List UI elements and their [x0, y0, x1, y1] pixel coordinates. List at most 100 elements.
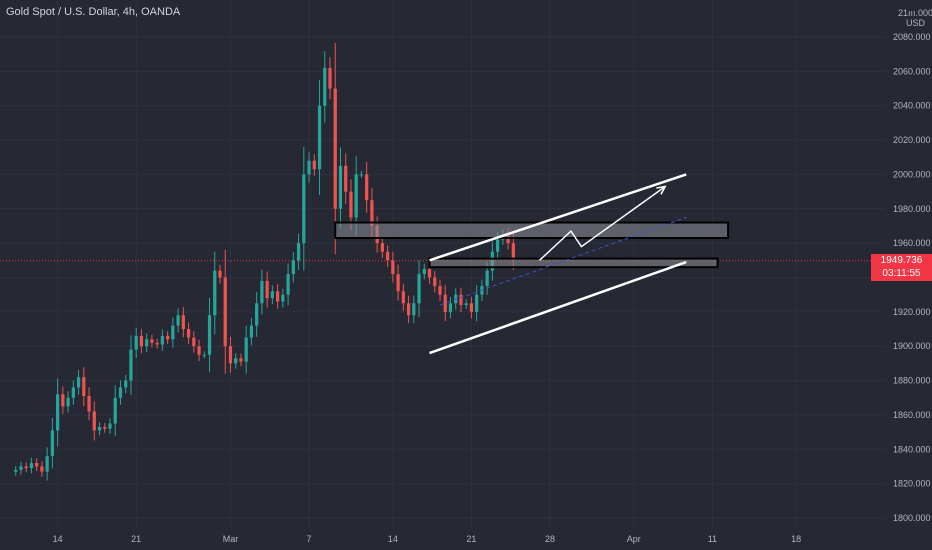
- candle-body: [19, 466, 23, 470]
- time-tick-label: 21: [131, 534, 141, 544]
- time-tick-label: Mar: [223, 534, 239, 544]
- candle-body: [475, 294, 479, 312]
- candle-body: [396, 274, 400, 292]
- currency-label: 21ııı.000 USD: [898, 8, 932, 28]
- bar-countdown: 03:11:55: [882, 268, 921, 279]
- candle-body: [244, 337, 248, 362]
- grid: [0, 0, 885, 528]
- candle-body: [76, 377, 81, 388]
- candle-body: [406, 303, 411, 316]
- candle-body: [401, 291, 405, 304]
- candle-body: [459, 294, 463, 305]
- candle-body: [433, 277, 437, 287]
- candle-body: [186, 329, 191, 338]
- candle-body: [124, 380, 128, 388]
- lower-zone: [428, 257, 719, 269]
- time-axis[interactable]: 14 21 Mar 7 14 21 28 Apr 11 18: [53, 534, 802, 544]
- candle-body: [61, 394, 65, 407]
- candle-body: [464, 303, 468, 305]
- candle-body: [359, 174, 364, 176]
- candle-body: [97, 426, 102, 431]
- candle-body: [422, 268, 426, 275]
- candle-body: [45, 456, 49, 472]
- candle-body: [495, 239, 500, 252]
- candle-body: [328, 67, 332, 89]
- channel-upper-line: [429, 173, 687, 262]
- price-tick-label: 1880.000: [893, 376, 931, 386]
- candle-body: [443, 294, 447, 312]
- candle-body: [438, 286, 442, 295]
- candle-body: [181, 315, 185, 330]
- candle-body: [234, 358, 238, 364]
- candle-body: [317, 105, 322, 170]
- candle-body: [354, 174, 358, 218]
- candle-body: [223, 277, 227, 347]
- candle-body: [270, 291, 275, 299]
- candle-body: [150, 339, 154, 343]
- candle-body: [160, 335, 165, 345]
- symbol-title[interactable]: Gold Spot / U.S. Dollar, 4h, OANDA: [6, 6, 181, 18]
- last-price-tag: 1949.736 03:11:55: [871, 254, 932, 281]
- candle-body: [129, 349, 133, 381]
- price-tick-label: 1840.000: [893, 444, 931, 454]
- price-tick-label: 2000.000: [893, 169, 931, 179]
- candle-body: [302, 174, 306, 244]
- currency-top-label: 21ııı.000: [898, 8, 932, 18]
- candle-body: [82, 377, 86, 397]
- candle-body: [249, 325, 254, 338]
- candle-body: [275, 291, 280, 302]
- price-tick-label: 1820.000: [893, 479, 931, 489]
- candle-body: [365, 174, 369, 201]
- candle-body: [202, 354, 206, 356]
- candle-body: [134, 335, 138, 350]
- candle-body: [469, 303, 474, 312]
- price-tick-label: 2020.000: [893, 135, 931, 145]
- channel-lower-line: [429, 260, 687, 355]
- dashed-trend-line: [439, 216, 687, 306]
- candle-body: [92, 411, 96, 431]
- candle-body: [291, 260, 295, 275]
- price-tick-label: 1860.000: [893, 410, 931, 420]
- candle-body: [24, 466, 28, 469]
- candle-body: [427, 268, 432, 278]
- time-tick-label: 28: [545, 534, 555, 544]
- candle-body: [344, 165, 348, 192]
- price-tick-label: 1800.000: [893, 513, 931, 523]
- candle-body: [281, 294, 285, 302]
- time-tick-label: 21: [466, 534, 476, 544]
- candle-body: [29, 463, 34, 469]
- candle-body: [113, 397, 117, 424]
- last-price-value: 1949.736: [880, 255, 923, 266]
- candle-body: [307, 160, 311, 175]
- price-tick-label: 1920.000: [893, 307, 931, 317]
- candle-body: [155, 342, 159, 345]
- time-tick-label: 11: [708, 534, 717, 544]
- candle-body: [108, 423, 112, 429]
- candle-body: [511, 243, 515, 261]
- candle-body: [380, 243, 385, 252]
- candle-body: [55, 394, 60, 431]
- projection-path: [539, 185, 666, 261]
- candle-body: [66, 397, 70, 407]
- candle-body: [197, 346, 201, 355]
- candle-body: [370, 200, 374, 226]
- price-tick-label: 1900.000: [893, 341, 931, 351]
- drawings[interactable]: [334, 173, 730, 355]
- candle-body: [145, 339, 149, 347]
- price-tick-label: 2060.000: [893, 66, 931, 76]
- candle-body: [40, 466, 44, 472]
- upper-zone: [334, 221, 730, 239]
- candle-body: [286, 274, 290, 295]
- price-tick-label: 1980.000: [893, 204, 931, 214]
- candle-body: [448, 303, 453, 312]
- candle-body: [338, 165, 343, 209]
- candle-body: [485, 270, 489, 287]
- candle-body: [103, 426, 107, 429]
- currency-unit: USD: [906, 18, 926, 28]
- price-tick-label: 1960.000: [893, 238, 931, 248]
- projection-arrowhead: [656, 185, 667, 195]
- candle-body: [296, 243, 301, 261]
- time-tick-label: 18: [791, 534, 801, 544]
- price-tick-label: 2040.000: [893, 101, 931, 111]
